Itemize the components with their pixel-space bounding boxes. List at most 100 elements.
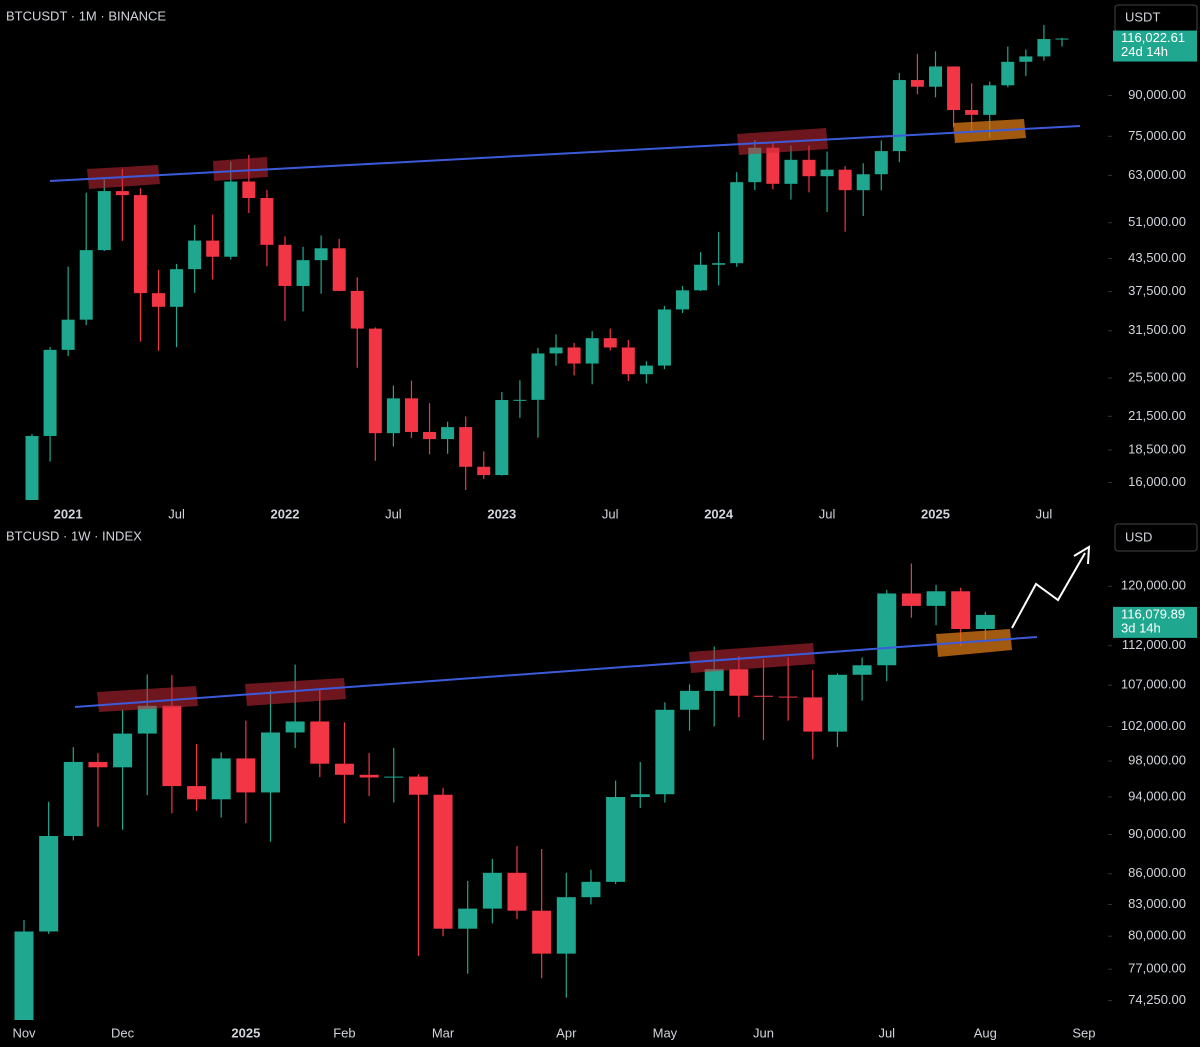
candle-body — [975, 614, 995, 629]
y-tick-label: 75,000.00 — [1128, 128, 1186, 143]
trend-line — [74, 636, 1038, 708]
candle-body — [694, 264, 708, 291]
candle-body — [261, 732, 280, 793]
x-tick-label: 2025 — [231, 1025, 260, 1040]
candle-body — [567, 347, 581, 364]
x-tick-label: May — [653, 1025, 678, 1040]
candle-body — [852, 665, 872, 675]
highlight-box — [245, 678, 346, 706]
x-tick-label: 2022 — [271, 506, 300, 521]
x-tick-label: Jul — [1036, 506, 1053, 521]
candle-body — [901, 593, 921, 606]
x-tick-label: Apr — [556, 1025, 577, 1040]
last-price-tag — [1113, 606, 1197, 638]
candle-body — [368, 328, 382, 434]
candle-body — [1037, 39, 1051, 57]
candle-body — [910, 80, 924, 87]
last-price: 116,022.61 — [1121, 30, 1185, 45]
highlight-box — [936, 629, 1012, 657]
y-tick-label: 83,000.00 — [1128, 896, 1186, 911]
candle-body — [877, 593, 897, 666]
candle-body — [43, 349, 57, 436]
candle-body — [211, 758, 231, 800]
candle-body — [730, 182, 744, 264]
candle-body — [802, 159, 816, 177]
trend-line — [49, 125, 1081, 182]
candle-body — [350, 290, 364, 329]
x-tick-label: 2021 — [54, 506, 83, 521]
candle-body — [680, 690, 700, 710]
candle-body — [766, 147, 780, 184]
candle-body — [827, 674, 847, 732]
candle-body — [983, 85, 997, 115]
y-tick-label: 90,000.00 — [1128, 87, 1186, 102]
countdown: 3d 14h — [1121, 620, 1161, 635]
candle-body — [224, 181, 238, 257]
candle-body — [187, 786, 207, 800]
countdown: 24d 14h — [1121, 44, 1168, 59]
x-tick-label: Jul — [168, 506, 185, 521]
candle-body — [113, 733, 133, 768]
candle-body — [423, 431, 437, 440]
y-tick-label: 37,500.00 — [1128, 283, 1186, 298]
currency[interactable]: USDT — [1125, 9, 1160, 24]
x-tick-label: Nov — [12, 1025, 36, 1040]
candle-body — [170, 269, 184, 307]
candle-body — [676, 290, 690, 310]
candle-body — [531, 353, 545, 400]
candle-body — [585, 338, 599, 364]
candle-body — [712, 263, 726, 265]
x-tick-label: 2023 — [487, 506, 516, 521]
candle-body — [79, 250, 93, 320]
y-tick-label: 120,000.00 — [1121, 578, 1186, 593]
candle-body — [874, 151, 888, 175]
candle-body — [242, 181, 256, 199]
x-tick-label: 2024 — [704, 506, 734, 521]
x-tick-label: Sep — [1072, 1025, 1095, 1040]
y-tick-label: 51,000.00 — [1128, 214, 1186, 229]
x-tick-label: Mar — [432, 1025, 455, 1040]
y-tick-label: 90,000.00 — [1128, 826, 1186, 841]
candle-body — [507, 872, 527, 911]
candle-body — [639, 365, 653, 375]
candle-body — [285, 721, 305, 733]
candle-body — [820, 169, 834, 177]
y-tick-label: 80,000.00 — [1128, 928, 1186, 943]
candle-body — [359, 774, 379, 778]
candle-body — [892, 80, 906, 152]
symbol-title: BTCUSD · 1W · INDEX — [6, 528, 142, 543]
candle-body — [513, 399, 527, 401]
candle-body — [1019, 56, 1033, 62]
y-tick-label: 16,000.00 — [1128, 474, 1186, 489]
candle-body — [556, 897, 576, 954]
candle-body — [151, 293, 165, 307]
y-tick-label: 18,500.00 — [1128, 441, 1186, 456]
currency-box[interactable] — [1114, 523, 1198, 552]
candle-body — [929, 66, 942, 87]
candle-body — [97, 191, 111, 251]
candle-body — [334, 763, 354, 775]
y-tick-label: 107,000.00 — [1121, 677, 1186, 692]
candle-body — [278, 244, 292, 286]
x-tick-label: 2025 — [921, 506, 950, 521]
y-tick-label: 63,000.00 — [1128, 167, 1186, 182]
candle-body — [39, 835, 59, 932]
currency[interactable]: USD — [1125, 529, 1152, 544]
candle-body — [965, 109, 979, 115]
candle-body — [657, 309, 671, 366]
x-tick-label: Jul — [385, 506, 402, 521]
candle-body — [25, 435, 39, 500]
x-tick-label: Dec — [111, 1025, 135, 1040]
candle-body — [838, 169, 852, 191]
candle-body — [947, 66, 961, 110]
last-price: 116,079.89 — [1121, 606, 1185, 621]
x-tick-label: Jun — [753, 1025, 774, 1040]
y-tick-label: 86,000.00 — [1128, 865, 1186, 880]
x-tick-label: Jul — [878, 1025, 895, 1040]
y-tick-label: 43,500.00 — [1128, 250, 1186, 265]
candle-body — [951, 591, 971, 629]
x-tick-label: Jul — [602, 506, 619, 521]
last-price-tag — [1113, 30, 1197, 62]
candle-body — [1001, 61, 1015, 86]
